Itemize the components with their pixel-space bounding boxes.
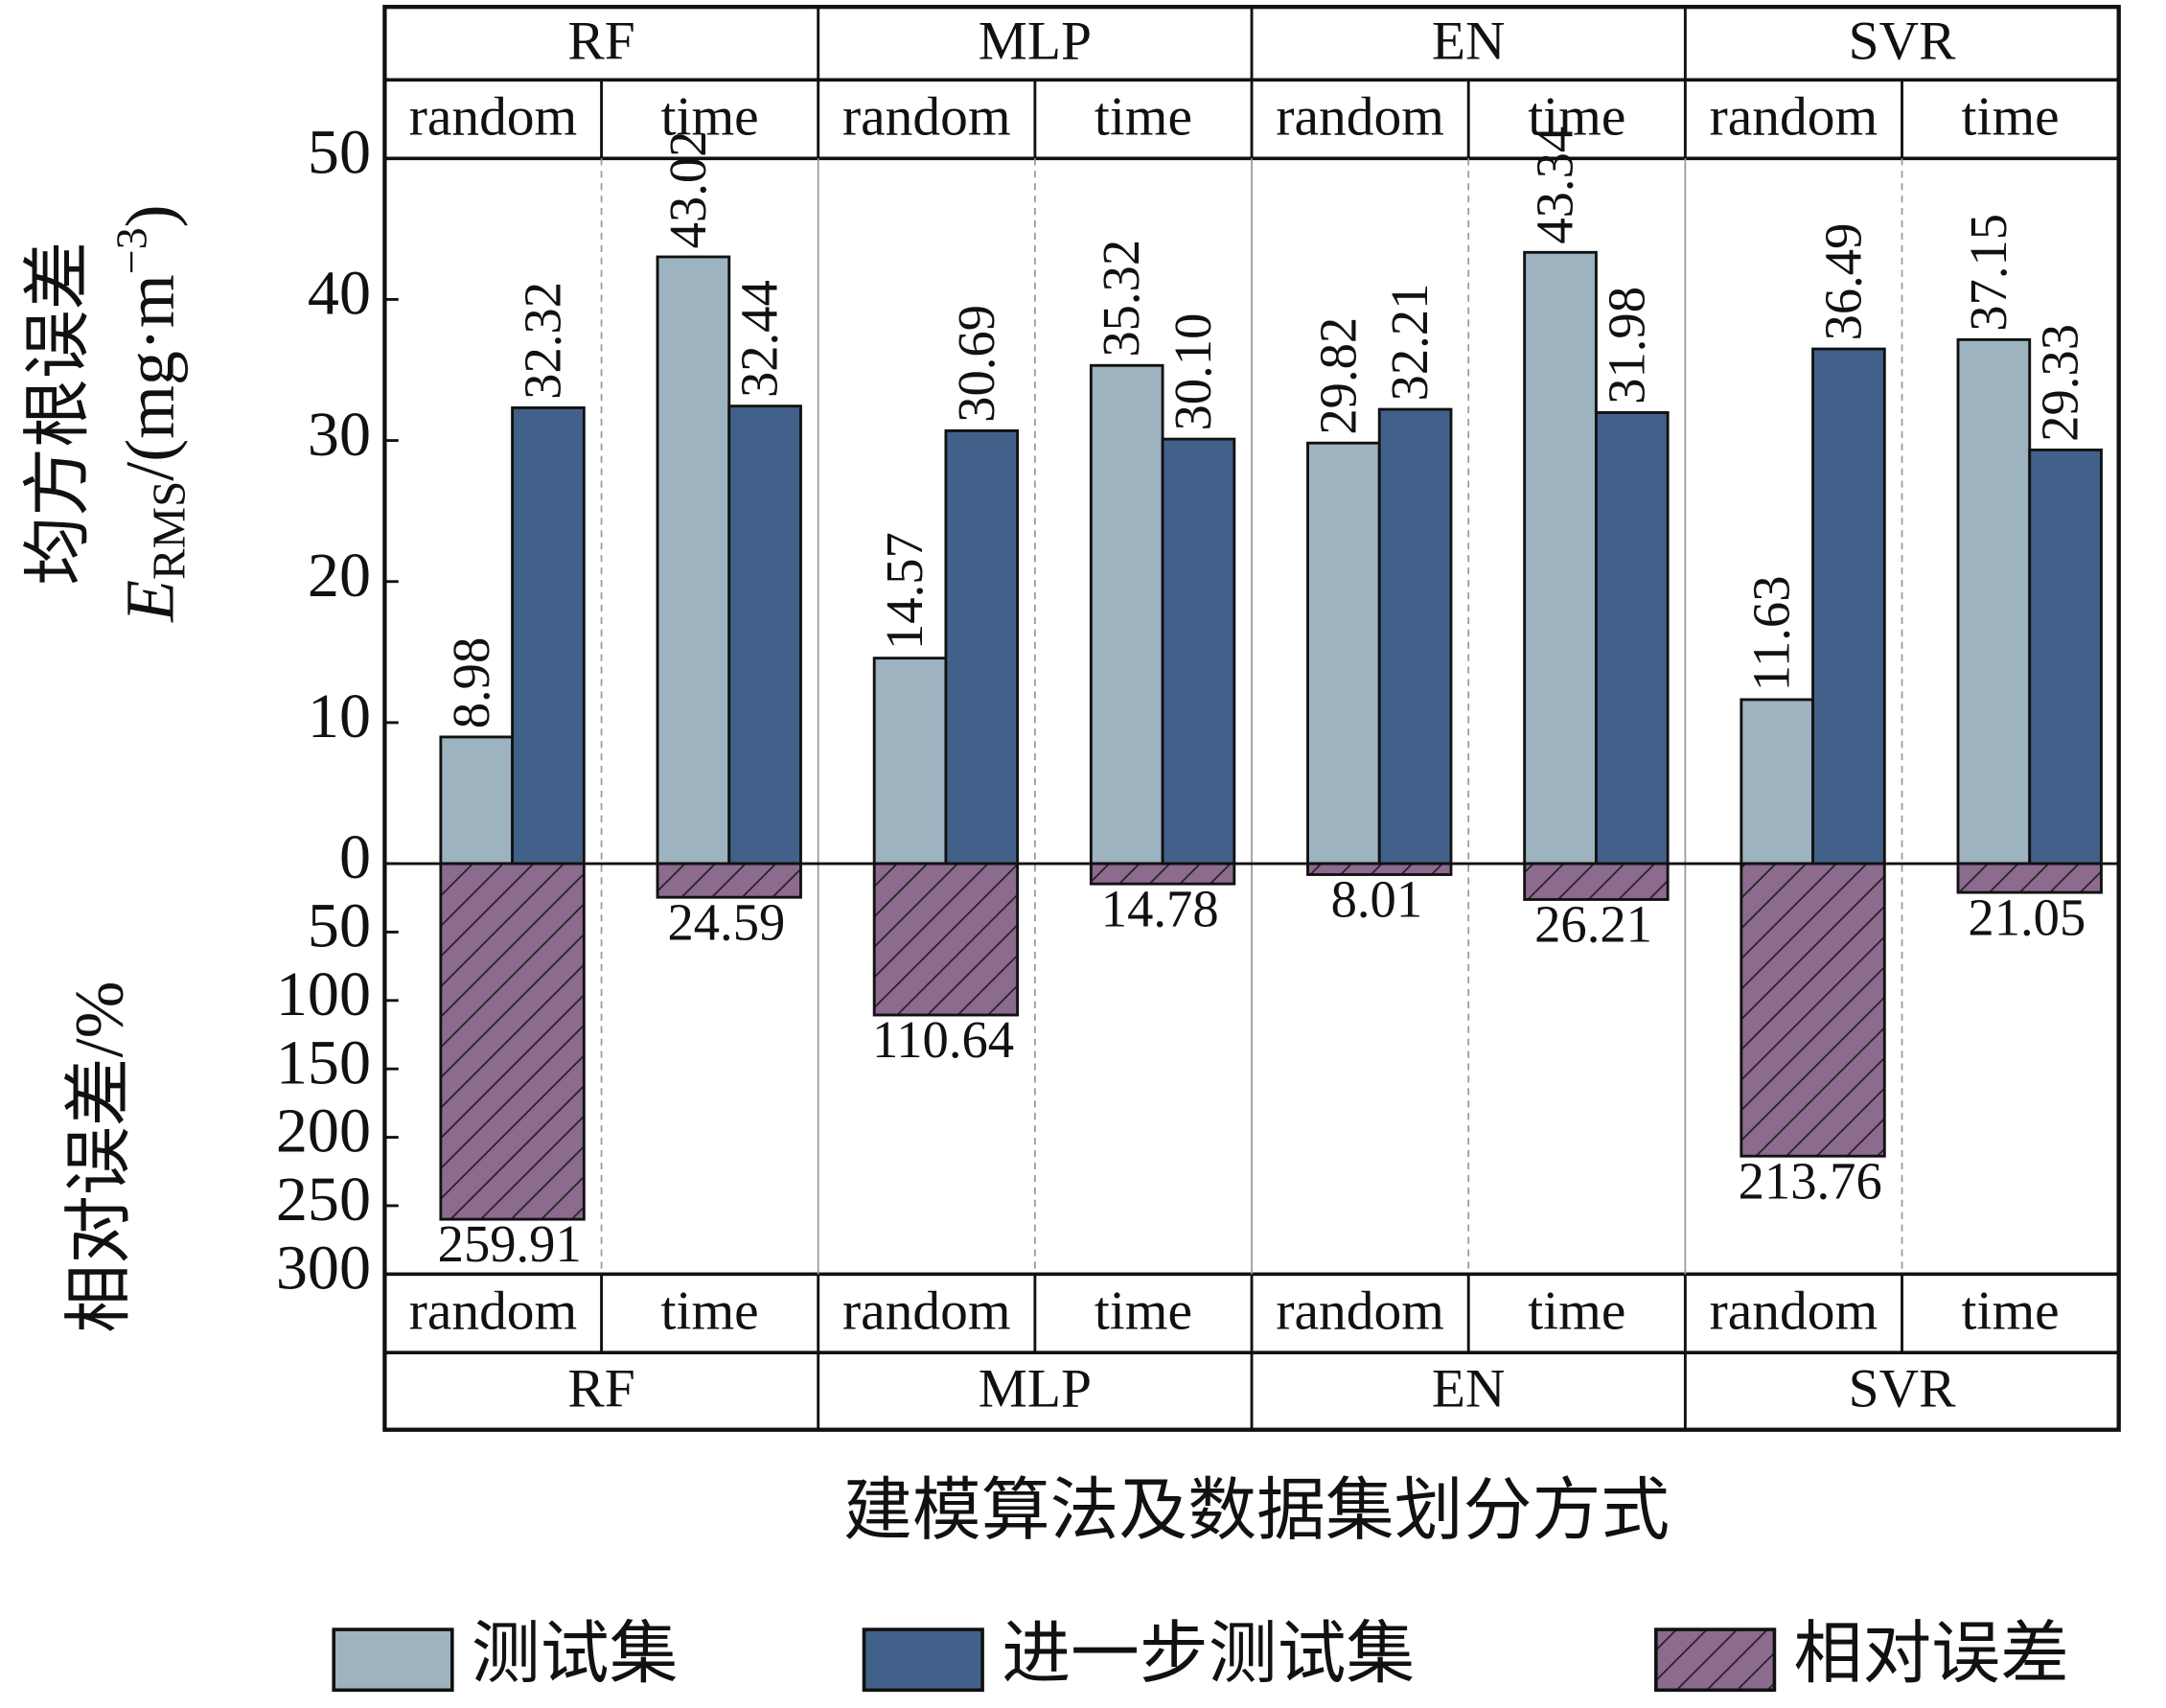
frame xyxy=(382,5,2121,1432)
x-axis-label: 建模算法及数据集划分方式 xyxy=(843,1472,1670,1549)
bar xyxy=(1089,363,1164,866)
category-label: random xyxy=(842,1281,1011,1341)
bar xyxy=(944,428,1020,866)
label-part: E xyxy=(112,580,189,623)
category-label: random xyxy=(409,1281,578,1341)
bar xyxy=(1377,407,1453,866)
relative-error-bar xyxy=(872,862,1020,1017)
legend-swatch xyxy=(862,1627,984,1693)
value-label: 8.98 xyxy=(442,637,500,729)
value-label: 35.32 xyxy=(1092,240,1150,358)
category-label: time xyxy=(1095,1281,1192,1341)
label-part: ) xyxy=(112,204,189,227)
y-tick-label: 20 xyxy=(308,541,371,611)
bar xyxy=(1523,250,1598,866)
group-label: EN xyxy=(1432,11,1506,71)
value-label: 14.57 xyxy=(875,532,933,650)
category-label: random xyxy=(842,86,1011,147)
category-label: random xyxy=(1710,1281,1878,1341)
category-label: time xyxy=(1095,86,1192,147)
value-label: 213.76 xyxy=(1739,1151,1882,1210)
group-label: RF xyxy=(567,11,634,71)
bar xyxy=(727,404,802,866)
y-tick-label: 0 xyxy=(339,822,371,892)
legend-label: 测试集 xyxy=(472,1616,679,1693)
group-label: SVR xyxy=(1849,11,1956,71)
value-label: 31.98 xyxy=(1597,287,1655,404)
relative-error-bar xyxy=(656,862,802,899)
value-label: 8.01 xyxy=(1331,870,1423,929)
value-label: 259.91 xyxy=(438,1214,582,1273)
group-label: EN xyxy=(1432,1359,1506,1419)
bar xyxy=(656,255,731,866)
legend-label: 进一步测试集 xyxy=(1002,1616,1415,1693)
y-tick-label: 50 xyxy=(308,117,371,187)
value-label: 37.15 xyxy=(1959,214,2017,332)
label-part: −3 xyxy=(106,227,155,274)
value-label: 14.78 xyxy=(1101,879,1219,937)
category-label: time xyxy=(1528,86,1625,147)
relative-error-bar xyxy=(439,862,586,1221)
bar xyxy=(1161,437,1236,866)
y2-tick-label: 100 xyxy=(276,959,371,1029)
y-axis-label-2: ERMS/(mg·m−3) xyxy=(106,204,196,622)
y-tick-label: 40 xyxy=(308,259,371,329)
y2-tick-label: 200 xyxy=(276,1096,371,1166)
category-label: random xyxy=(1276,1281,1444,1341)
legend-swatch xyxy=(1654,1627,1777,1693)
bar xyxy=(872,657,948,866)
y-axis-label: 均方根误差 xyxy=(19,242,96,586)
relative-error-bar xyxy=(1956,862,2103,894)
category-label: time xyxy=(661,86,759,147)
value-label: 32.21 xyxy=(1380,284,1439,402)
bar xyxy=(1306,441,1381,866)
bar xyxy=(1956,337,2032,866)
bar xyxy=(2028,449,2103,866)
value-label: 29.82 xyxy=(1308,317,1367,435)
legend-swatch xyxy=(332,1627,454,1693)
label-part: /(mg·m xyxy=(112,274,189,481)
y-tick-label: 30 xyxy=(308,400,371,470)
category-label: random xyxy=(1710,86,1878,147)
value-label: 21.05 xyxy=(1968,888,2085,946)
value-label: 11.63 xyxy=(1742,575,1801,691)
relative-error-bar xyxy=(1740,862,1886,1158)
group-label: MLP xyxy=(979,1359,1092,1419)
category-label: random xyxy=(1276,86,1444,147)
bar xyxy=(1811,347,1886,866)
value-label: 26.21 xyxy=(1534,895,1652,954)
category-label: time xyxy=(1962,1281,2060,1341)
value-label: 36.49 xyxy=(1813,223,1872,341)
value-label: 110.64 xyxy=(872,1010,1014,1069)
value-label: 24.59 xyxy=(667,892,785,951)
value-label: 30.10 xyxy=(1164,313,1222,431)
value-label: 43.34 xyxy=(1526,127,1584,244)
bar xyxy=(439,735,515,866)
y2-axis-label: 相对误差/% xyxy=(61,981,138,1333)
y2-tick-label: 50 xyxy=(308,891,371,961)
label-part: RMS xyxy=(143,481,196,580)
bar xyxy=(1594,411,1670,866)
category-label: time xyxy=(1962,86,2060,147)
legend-label: 相对误差 xyxy=(1794,1616,2069,1693)
category-label: random xyxy=(409,86,578,147)
y2-tick-label: 250 xyxy=(276,1165,371,1235)
y-tick-label: 10 xyxy=(308,681,371,751)
value-label: 29.33 xyxy=(2031,324,2089,442)
y2-tick-label: 300 xyxy=(276,1233,371,1303)
value-label: 30.69 xyxy=(947,305,1005,423)
relative-error-bar xyxy=(1523,862,1670,901)
category-label: time xyxy=(661,1281,759,1341)
group-label: RF xyxy=(567,1359,634,1419)
bar xyxy=(511,406,586,866)
group-label: SVR xyxy=(1849,1359,1956,1419)
value-label: 32.44 xyxy=(730,280,789,398)
value-label: 32.32 xyxy=(513,282,571,400)
y2-tick-label: 150 xyxy=(276,1027,371,1097)
category-label: time xyxy=(1528,1281,1625,1341)
value-label: 43.02 xyxy=(658,131,717,249)
group-label: MLP xyxy=(979,11,1092,71)
bar xyxy=(1740,698,1815,866)
